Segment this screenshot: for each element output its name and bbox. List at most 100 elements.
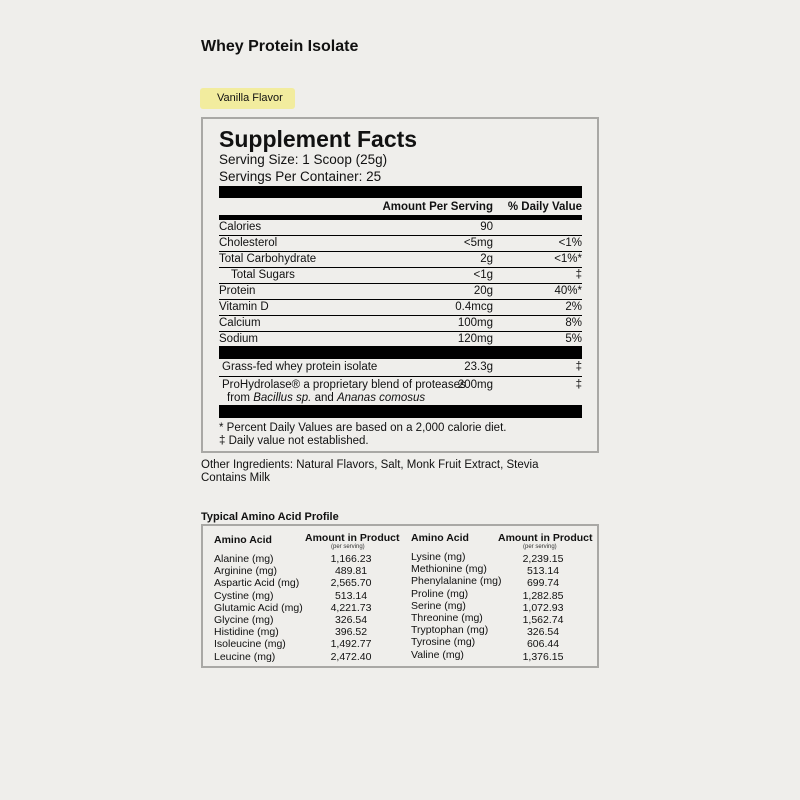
nutrient-amount: 120mg: [457, 333, 493, 345]
amino-amount: 326.54: [334, 614, 368, 627]
facts-heading: Supplement Facts: [219, 126, 418, 152]
species-name: Ananas comosus: [336, 392, 426, 404]
blend-name-line2: from Bacillus sp. and Ananas comosus: [227, 392, 425, 405]
amino-name: Tyrosine (mg): [411, 636, 476, 649]
product-title: Whey Protein Isolate: [201, 38, 359, 55]
nutrient-name: Cholesterol: [219, 237, 278, 249]
amino-name: Phenylalanine (mg): [411, 575, 502, 588]
flavor-badge: Vanilla Flavor: [200, 88, 295, 109]
nutrient-name: Calcium: [219, 317, 261, 329]
nutrient-name: Protein: [219, 285, 256, 297]
nutrient-dv: 5%: [565, 333, 582, 345]
divider-bar: [219, 215, 582, 220]
nutrient-dv: <1%*: [554, 253, 582, 265]
nutrient-row: Vitamin D 0.4mcg 2%: [219, 300, 582, 316]
blend-dv: ‡: [575, 379, 582, 391]
amino-amount: 2,472.40: [330, 650, 372, 663]
amino-amount: 513.14: [526, 565, 560, 578]
amino-name: Glycine (mg): [214, 614, 274, 627]
nutrient-row: Total Sugars <1g ‡: [219, 268, 582, 284]
nutrient-name: Calories: [219, 221, 262, 233]
nutrient-name: Total Carbohydrate: [219, 253, 317, 265]
nutrient-dv: 40%*: [554, 285, 583, 297]
amino-amount: 2,565.70: [330, 577, 372, 590]
amino-name: Arginine (mg): [214, 565, 278, 578]
nutrient-row: Calories 90: [219, 220, 582, 236]
divider-bar: [219, 405, 582, 418]
divider-bar: [219, 346, 582, 359]
servings-per-container: Servings Per Container: 25: [219, 169, 382, 184]
amino-name: Cystine (mg): [214, 589, 274, 602]
nutrient-name: Sodium: [219, 333, 258, 345]
amount-header: Amount Per Serving: [382, 201, 493, 213]
blend-dv: ‡: [575, 361, 582, 373]
nutrient-amount: 90: [480, 221, 493, 233]
amino-name: Serine (mg): [411, 599, 466, 612]
amino-amount: 1,072.93: [522, 601, 564, 614]
amino-name: Proline (mg): [411, 587, 469, 600]
species-name: Bacillus sp.: [253, 392, 312, 404]
nutrient-row: Total Carbohydrate 2g <1%*: [219, 252, 582, 268]
amino-amount: 2,239.15: [522, 553, 564, 565]
col-header-name: Amino Acid: [411, 532, 469, 544]
col-header-amount: Amount in Product: [305, 532, 400, 544]
nutrient-amount: 0.4mcg: [455, 301, 493, 313]
text: and: [311, 392, 337, 404]
amino-name: Histidine (mg): [214, 626, 279, 639]
amino-name: Glutamic Acid (mg): [214, 601, 303, 614]
dv-header: % Daily Value: [507, 201, 582, 213]
blend-amount: 200mg: [457, 379, 493, 391]
footnote-dagger: ‡ Daily value not established.: [219, 435, 369, 447]
serving-size: Serving Size: 1 Scoop (25g): [219, 152, 388, 167]
amino-name: Aspartic Acid (mg): [214, 577, 300, 590]
nutrient-row: Calcium 100mg 8%: [219, 316, 582, 332]
column-header: Amount Per Serving % Daily Value: [219, 201, 582, 215]
amino-amount: 489.81: [334, 565, 368, 578]
other-ingredients-text: Other Ingredients: Natural Flavors, Salt…: [201, 459, 539, 471]
blend-row: Grass-fed whey protein isolate 23.3g ‡: [219, 360, 582, 377]
nutrient-row: Cholesterol <5mg <1%: [219, 236, 582, 252]
amino-name: Lysine (mg): [411, 551, 466, 563]
nutrient-row: Sodium 120mg 5%: [219, 332, 582, 348]
nutrient-name: Total Sugars: [231, 269, 295, 281]
nutrient-dv: 2%: [565, 301, 582, 313]
amino-amount: 699.74: [526, 577, 560, 590]
amino-amount: 1,376.15: [522, 650, 564, 663]
blend-row: ProHydrolase® a proprietary blend of pro…: [219, 377, 582, 406]
nutrient-amount: 2g: [480, 253, 493, 265]
amino-amount: 4,221.73: [330, 601, 372, 614]
nutrient-amount: 100mg: [457, 317, 493, 329]
col-header-amount: Amount in Product: [498, 532, 593, 544]
blend-name: ProHydrolase® a proprietary blend of pro…: [222, 379, 466, 391]
nutrient-amount: 20g: [473, 285, 493, 297]
amino-name: Isoleucine (mg): [214, 638, 286, 651]
amino-name: Tryptophan (mg): [411, 624, 489, 637]
amino-acid-table: Amino Acid Amount in Product (per servin…: [201, 524, 599, 668]
allergen-text: Contains Milk: [201, 472, 271, 484]
nutrient-amount: <5mg: [463, 237, 493, 249]
nutrient-dv: 8%: [565, 317, 582, 329]
amino-name: Leucine (mg): [214, 650, 276, 663]
nutrient-row: Protein 20g 40%*: [219, 284, 582, 300]
amino-amount: 1,562.74: [522, 614, 564, 627]
other-ingredients: Other Ingredients: Natural Flavors, Salt…: [201, 459, 538, 485]
blend-name: Grass-fed whey protein isolate: [222, 361, 378, 373]
amino-name: Threonine (mg): [411, 612, 483, 625]
nutrient-dv: ‡: [575, 269, 582, 281]
col-subheader: (per serving): [331, 544, 365, 550]
nutrient-name: Vitamin D: [219, 301, 269, 313]
nutrient-dv: <1%: [558, 237, 582, 249]
nutrient-amount: <1g: [473, 269, 493, 281]
amino-amount: 326.54: [526, 626, 560, 639]
amino-amount: 606.44: [526, 638, 560, 651]
amino-name: Alanine (mg): [214, 553, 274, 565]
divider-bar: [219, 186, 582, 198]
blend-amount: 23.3g: [464, 361, 493, 373]
col-subheader: (per serving): [523, 544, 557, 550]
amino-amount: 1,492.77: [330, 638, 372, 651]
amino-amount: 1,282.85: [522, 589, 564, 602]
amino-amount: 1,166.23: [330, 553, 372, 565]
amino-amount: 513.14: [334, 589, 368, 602]
amino-name: Methionine (mg): [411, 563, 487, 576]
amino-name: Valine (mg): [411, 648, 464, 661]
